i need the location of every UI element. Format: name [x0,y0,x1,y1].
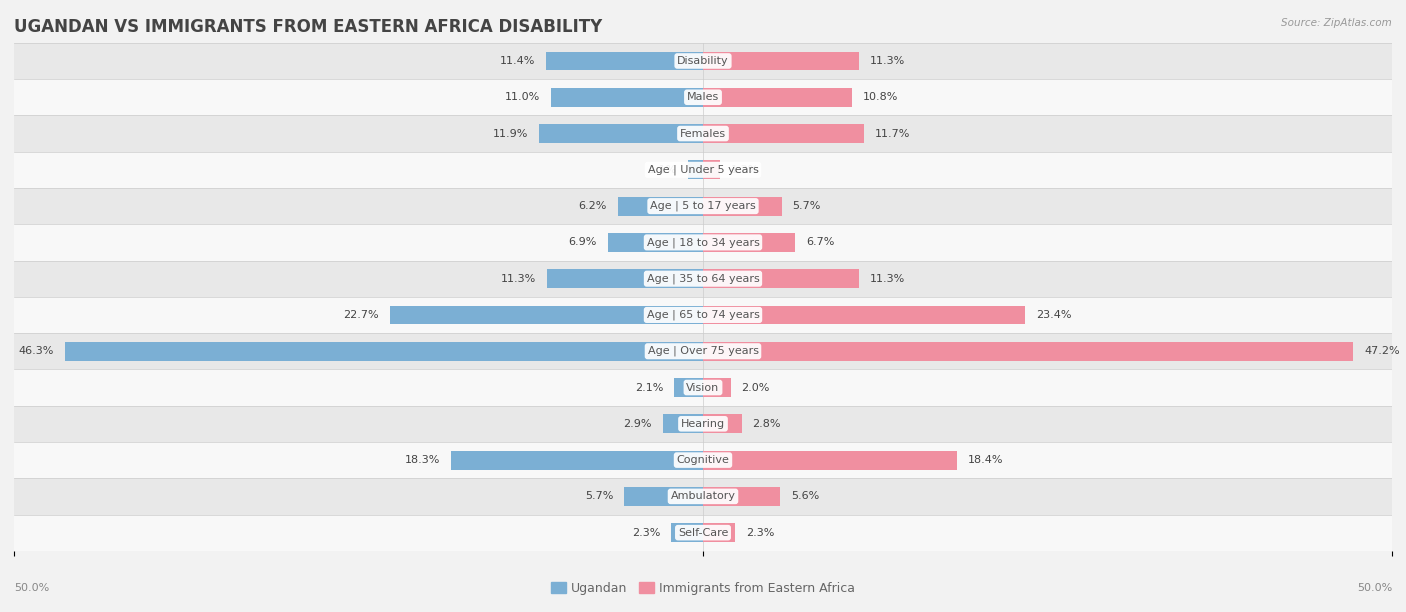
Text: 2.3%: 2.3% [745,528,775,538]
Text: Cognitive: Cognitive [676,455,730,465]
Bar [703,378,731,397]
Bar [703,269,859,288]
Bar [673,378,703,397]
Legend: Ugandan, Immigrants from Eastern Africa: Ugandan, Immigrants from Eastern Africa [546,577,860,600]
Text: 10.8%: 10.8% [863,92,898,102]
Text: 1.2%: 1.2% [731,165,759,175]
Bar [391,305,703,324]
Text: Hearing: Hearing [681,419,725,429]
Bar [14,333,1392,370]
Bar [688,160,703,179]
Bar [664,414,703,433]
Bar [703,523,735,542]
Bar [65,342,703,360]
Bar [703,305,1025,324]
Text: 18.4%: 18.4% [967,455,1002,465]
Text: 11.3%: 11.3% [870,274,905,284]
Bar [14,224,1392,261]
Text: 11.7%: 11.7% [875,129,911,138]
Bar [703,51,859,70]
Bar [14,442,1392,478]
Bar [14,116,1392,152]
Bar [538,124,703,143]
Text: 2.3%: 2.3% [631,528,661,538]
Text: 2.8%: 2.8% [752,419,782,429]
Text: 2.0%: 2.0% [741,382,770,392]
Text: 50.0%: 50.0% [14,583,49,592]
Bar [551,88,703,106]
Text: Age | 18 to 34 years: Age | 18 to 34 years [647,237,759,248]
Bar [607,233,703,252]
Bar [703,124,865,143]
Text: Age | Over 75 years: Age | Over 75 years [648,346,758,357]
Bar [14,478,1392,515]
Text: Males: Males [688,92,718,102]
Text: 6.7%: 6.7% [807,237,835,247]
Text: Age | Under 5 years: Age | Under 5 years [648,165,758,175]
Text: 2.1%: 2.1% [634,382,664,392]
Text: 11.3%: 11.3% [870,56,905,66]
Bar [14,152,1392,188]
Text: Age | 65 to 74 years: Age | 65 to 74 years [647,310,759,320]
Bar [14,79,1392,116]
Bar [546,51,703,70]
Bar [703,487,780,506]
Bar [14,515,1392,551]
Bar [14,406,1392,442]
Text: 5.7%: 5.7% [585,491,613,501]
Text: 11.4%: 11.4% [499,56,534,66]
Text: UGANDAN VS IMMIGRANTS FROM EASTERN AFRICA DISABILITY: UGANDAN VS IMMIGRANTS FROM EASTERN AFRIC… [14,18,602,36]
Text: 5.7%: 5.7% [793,201,821,211]
Bar [14,43,1392,79]
Bar [451,450,703,469]
Bar [703,342,1354,360]
Bar [14,261,1392,297]
Text: Ambulatory: Ambulatory [671,491,735,501]
Bar [703,196,782,215]
Bar [703,450,956,469]
Text: Self-Care: Self-Care [678,528,728,538]
Bar [14,370,1392,406]
Text: 1.1%: 1.1% [648,165,676,175]
Bar [14,297,1392,333]
Text: Age | 35 to 64 years: Age | 35 to 64 years [647,274,759,284]
Text: Vision: Vision [686,382,720,392]
Text: 6.9%: 6.9% [568,237,598,247]
Bar [14,188,1392,224]
Text: 11.0%: 11.0% [505,92,540,102]
Text: Age | 5 to 17 years: Age | 5 to 17 years [650,201,756,211]
Bar [624,487,703,506]
Bar [703,233,796,252]
Text: 46.3%: 46.3% [18,346,53,356]
Bar [547,269,703,288]
Text: Females: Females [681,129,725,138]
Bar [703,414,741,433]
Text: Disability: Disability [678,56,728,66]
Bar [671,523,703,542]
Text: Source: ZipAtlas.com: Source: ZipAtlas.com [1281,18,1392,28]
Text: 23.4%: 23.4% [1036,310,1071,320]
Bar [617,196,703,215]
Bar [703,88,852,106]
Text: 50.0%: 50.0% [1357,583,1392,592]
Text: 5.6%: 5.6% [792,491,820,501]
Bar [703,160,720,179]
Text: 47.2%: 47.2% [1364,346,1400,356]
Text: 11.3%: 11.3% [501,274,536,284]
Text: 18.3%: 18.3% [405,455,440,465]
Text: 22.7%: 22.7% [343,310,380,320]
Text: 6.2%: 6.2% [578,201,606,211]
Text: 2.9%: 2.9% [623,419,652,429]
Text: 11.9%: 11.9% [492,129,529,138]
